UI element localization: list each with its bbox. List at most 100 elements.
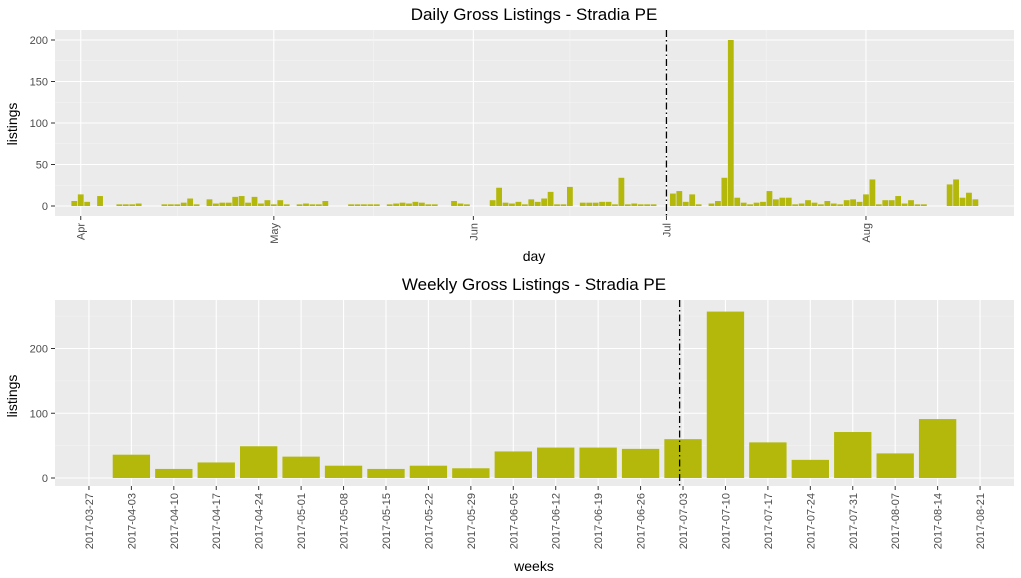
daily-y-axis: 0 50 100 150 200 — [30, 35, 55, 213]
daily-bar — [644, 204, 651, 206]
daily-bar — [348, 204, 354, 206]
weekly-x-tick-label: 2017-05-08 — [339, 493, 351, 549]
daily-bar — [721, 177, 728, 206]
weekly-x-tick-label: 2017-07-03 — [678, 493, 690, 549]
weekly-bar — [494, 451, 532, 478]
daily-bar — [740, 202, 747, 206]
weekly-x-tick-label: 2017-08-21 — [975, 493, 987, 549]
weekly-bars — [112, 311, 957, 478]
daily-bar — [399, 202, 406, 206]
daily-bar — [914, 204, 921, 206]
weekly-bar — [537, 447, 575, 478]
weekly-bar — [112, 454, 151, 478]
weekly-x-tick-label: 2017-05-01 — [296, 493, 308, 549]
daily-x-tick-label: Jul — [661, 223, 673, 237]
daily-bar — [264, 200, 271, 206]
weekly-x-tick-label: 2017-06-12 — [551, 493, 563, 549]
daily-bar — [502, 202, 509, 206]
weekly-x-tick-label: 2017-06-05 — [508, 493, 520, 549]
daily-bar — [946, 184, 953, 206]
weekly-x-tick-label: 2017-05-15 — [381, 493, 393, 549]
daily-bar — [953, 179, 959, 206]
daily-bar — [637, 204, 644, 206]
weekly-x-tick-label: 2017-05-22 — [423, 493, 435, 549]
weekly-bar — [409, 465, 448, 478]
daily-bar — [515, 201, 522, 206]
daily-bar — [393, 203, 400, 206]
weekly-y-axis-title: listings — [4, 375, 20, 418]
weekly-x-tick-label: 2017-04-17 — [211, 493, 223, 549]
weekly-bar — [155, 468, 193, 478]
daily-bar — [270, 204, 277, 206]
daily-y-tick-label: 50 — [36, 160, 48, 172]
daily-bar — [811, 202, 818, 206]
daily-bar — [760, 201, 766, 206]
daily-bar — [258, 203, 264, 206]
daily-bar — [579, 202, 586, 206]
daily-y-tick-label: 200 — [30, 35, 48, 47]
daily-bar — [959, 197, 966, 206]
daily-bar — [277, 200, 284, 206]
daily-gridlines — [55, 30, 1014, 216]
daily-bar — [431, 204, 438, 206]
daily-bar — [966, 192, 972, 206]
daily-bar — [315, 204, 322, 206]
daily-bar — [772, 199, 779, 206]
daily-bar — [71, 201, 78, 206]
daily-bar — [850, 199, 856, 206]
daily-bar — [830, 203, 837, 206]
daily-bar — [354, 204, 361, 206]
daily-bar — [509, 203, 515, 206]
daily-y-tick-label: 100 — [30, 118, 48, 130]
weekly-bar — [452, 468, 490, 478]
daily-bar — [669, 193, 676, 206]
daily-bar — [451, 201, 457, 206]
daily-bar — [457, 203, 464, 206]
daily-bar — [618, 177, 625, 206]
weekly-y-tick-label: 0 — [42, 473, 48, 485]
daily-chart-title: Daily Gross Listings - Stradia PE — [411, 5, 658, 24]
weekly-bar — [706, 311, 745, 478]
weekly-x-tick-label: 2017-07-31 — [848, 493, 860, 549]
daily-bar — [920, 204, 927, 206]
daily-bar — [650, 204, 657, 206]
weekly-x-tick-label: 2017-08-07 — [890, 493, 902, 549]
daily-bar — [406, 203, 412, 206]
weekly-bar — [240, 446, 278, 478]
daily-bar — [303, 203, 309, 206]
daily-bar — [875, 204, 882, 206]
daily-bar — [869, 179, 876, 206]
daily-bar — [534, 201, 541, 206]
daily-bar — [695, 204, 702, 206]
weekly-y-tick-label: 200 — [30, 344, 48, 356]
daily-bar — [727, 40, 734, 206]
daily-bar — [361, 204, 367, 206]
daily-bar — [187, 198, 194, 206]
daily-bar — [97, 196, 103, 206]
daily-bar — [567, 186, 573, 206]
daily-bar — [818, 204, 824, 206]
weekly-chart: Weekly Gross Listings - Stradia PE 0 100 2… — [4, 275, 1014, 574]
daily-bar — [174, 204, 181, 206]
daily-bar — [219, 202, 226, 206]
daily-bar — [631, 203, 638, 206]
daily-bar — [753, 202, 760, 206]
weekly-bar — [621, 448, 660, 478]
daily-bar — [734, 197, 741, 206]
daily-bar — [541, 198, 548, 206]
daily-bar — [824, 201, 831, 206]
daily-y-axis-title: listings — [4, 103, 20, 146]
daily-bar — [232, 196, 239, 206]
daily-x-tick-label: Jun — [468, 223, 480, 241]
daily-bar — [135, 203, 142, 206]
weekly-x-axis: 2017-03-27 2017-04-03 2017-04-10 2017-04-17… — [84, 486, 987, 549]
weekly-x-tick-label: 2017-06-19 — [593, 493, 605, 549]
daily-bar — [612, 204, 618, 206]
daily-bar — [296, 204, 303, 206]
daily-y-tick-label: 150 — [30, 77, 48, 89]
daily-bar — [225, 202, 232, 206]
daily-y-tick-label: 0 — [42, 201, 48, 213]
daily-bar — [689, 194, 696, 206]
daily-bar — [77, 194, 84, 206]
